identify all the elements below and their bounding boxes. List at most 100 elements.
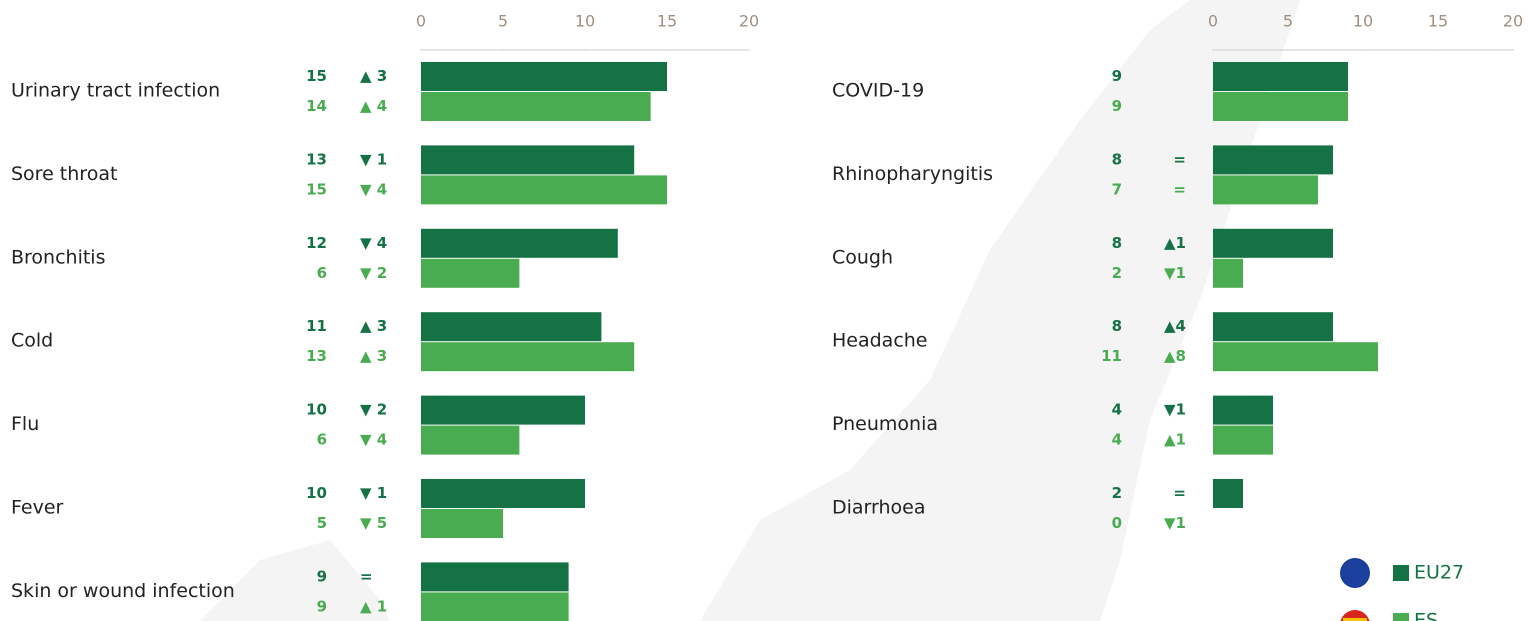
bar [421, 395, 585, 425]
bar [1213, 92, 1348, 121]
value-label: 13 [306, 347, 327, 365]
category-label: Bronchitis [11, 246, 106, 268]
category-label: Cough [832, 246, 893, 268]
bar [421, 62, 667, 91]
bar [421, 175, 667, 205]
value-label: 0 [1112, 514, 1122, 532]
x-tick-label: 10 [1353, 12, 1373, 31]
value-label: 10 [306, 401, 327, 419]
value-label: 8 [1112, 317, 1122, 335]
category-label: Headache [832, 330, 928, 352]
bar [1213, 425, 1273, 455]
value-label: 12 [306, 234, 327, 252]
bar [421, 562, 569, 592]
change-label: ▼1 [1164, 514, 1186, 532]
bar [421, 258, 520, 288]
change-label: ▼ 4 [360, 234, 387, 252]
es-flag-stripe [1343, 618, 1367, 621]
change-label: = [1173, 180, 1186, 198]
legend [1340, 558, 1370, 621]
value-label: 7 [1112, 180, 1122, 198]
change-label: ▼ 2 [360, 401, 387, 419]
value-label: 15 [306, 67, 327, 85]
change-label: ▲ 1 [360, 597, 387, 615]
change-label: ▼ 1 [360, 484, 387, 502]
legend-swatch [1393, 565, 1409, 581]
eu-flag-icon [1340, 558, 1370, 588]
value-label: 11 [306, 317, 327, 335]
value-label: 4 [1112, 401, 1122, 419]
change-label: = [360, 567, 373, 585]
value-label: 13 [306, 150, 327, 168]
change-label: ▲ 3 [360, 67, 387, 85]
bar [421, 509, 503, 538]
bar [421, 312, 602, 342]
bar [1213, 395, 1273, 425]
legend-swatch [1393, 613, 1409, 621]
value-label: 10 [306, 484, 327, 502]
bar [421, 592, 569, 621]
legend-label: EU27 [1414, 562, 1464, 584]
change-label: ▲ 3 [360, 347, 387, 365]
x-tick-label: 0 [416, 12, 426, 31]
value-label: 9 [1112, 97, 1122, 115]
bar [421, 425, 520, 455]
change-label: ▲ 4 [360, 97, 387, 115]
category-label: Rhinopharyngitis [832, 163, 993, 185]
bar [421, 92, 651, 121]
value-label: 9 [1112, 67, 1122, 85]
change-label: ▼ 4 [360, 180, 387, 198]
value-label: 8 [1112, 150, 1122, 168]
change-label: ▼1 [1164, 401, 1186, 419]
change-label: = [1173, 484, 1186, 502]
change-label: ▼1 [1164, 264, 1186, 282]
category-label: Cold [11, 330, 53, 352]
legend-label: ES [1414, 610, 1438, 621]
change-label: ▲ 3 [360, 317, 387, 335]
bar [1213, 258, 1243, 288]
value-label: 5 [317, 514, 327, 532]
value-label: 11 [1101, 347, 1122, 365]
bar [421, 479, 585, 508]
value-label: 14 [306, 97, 327, 115]
background-map [200, 0, 1300, 621]
bar [1213, 175, 1318, 205]
x-tick-label: 20 [739, 12, 759, 31]
x-tick-label: 0 [1208, 12, 1218, 31]
value-label: 6 [317, 431, 327, 449]
category-label: Fever [11, 497, 64, 519]
value-label: 4 [1112, 431, 1122, 449]
x-tick-label: 15 [657, 12, 677, 31]
bar [421, 145, 635, 175]
category-label: COVID-19 [832, 80, 924, 102]
category-label: Skin or wound infection [11, 580, 235, 602]
value-label: 15 [306, 180, 327, 198]
category-label: Pneumonia [832, 413, 938, 435]
change-label: ▲1 [1164, 431, 1186, 449]
value-label: 2 [1112, 264, 1122, 282]
x-tick-label: 5 [498, 12, 508, 31]
change-label: ▲1 [1164, 234, 1186, 252]
bar [421, 342, 635, 372]
change-label: ▼ 4 [360, 431, 387, 449]
change-label: ▼ 5 [360, 514, 387, 532]
x-tick-label: 5 [1283, 12, 1293, 31]
bar [421, 228, 618, 258]
bar [1213, 145, 1333, 175]
change-label: ▲8 [1164, 347, 1186, 365]
change-label: ▲4 [1164, 317, 1186, 335]
change-label: = [1173, 150, 1186, 168]
category-label: Sore throat [11, 163, 117, 185]
change-label: ▼ 1 [360, 150, 387, 168]
category-label: Flu [11, 413, 39, 435]
bar [1213, 312, 1333, 342]
value-label: 6 [317, 264, 327, 282]
category-label: Urinary tract infection [11, 80, 220, 102]
value-label: 9 [317, 597, 327, 615]
change-label: ▼ 2 [360, 264, 387, 282]
x-tick-label: 10 [575, 12, 595, 31]
value-label: 8 [1112, 234, 1122, 252]
x-tick-label: 20 [1503, 12, 1523, 31]
bar [1213, 62, 1348, 91]
